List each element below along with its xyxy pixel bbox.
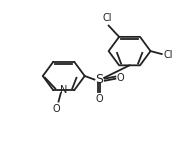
Text: O: O	[117, 73, 124, 83]
Text: Cl: Cl	[163, 50, 173, 60]
Text: N: N	[60, 85, 67, 95]
Text: O: O	[52, 104, 60, 114]
Text: Cl: Cl	[102, 13, 112, 23]
Text: S: S	[95, 73, 103, 86]
Text: O: O	[95, 94, 103, 104]
